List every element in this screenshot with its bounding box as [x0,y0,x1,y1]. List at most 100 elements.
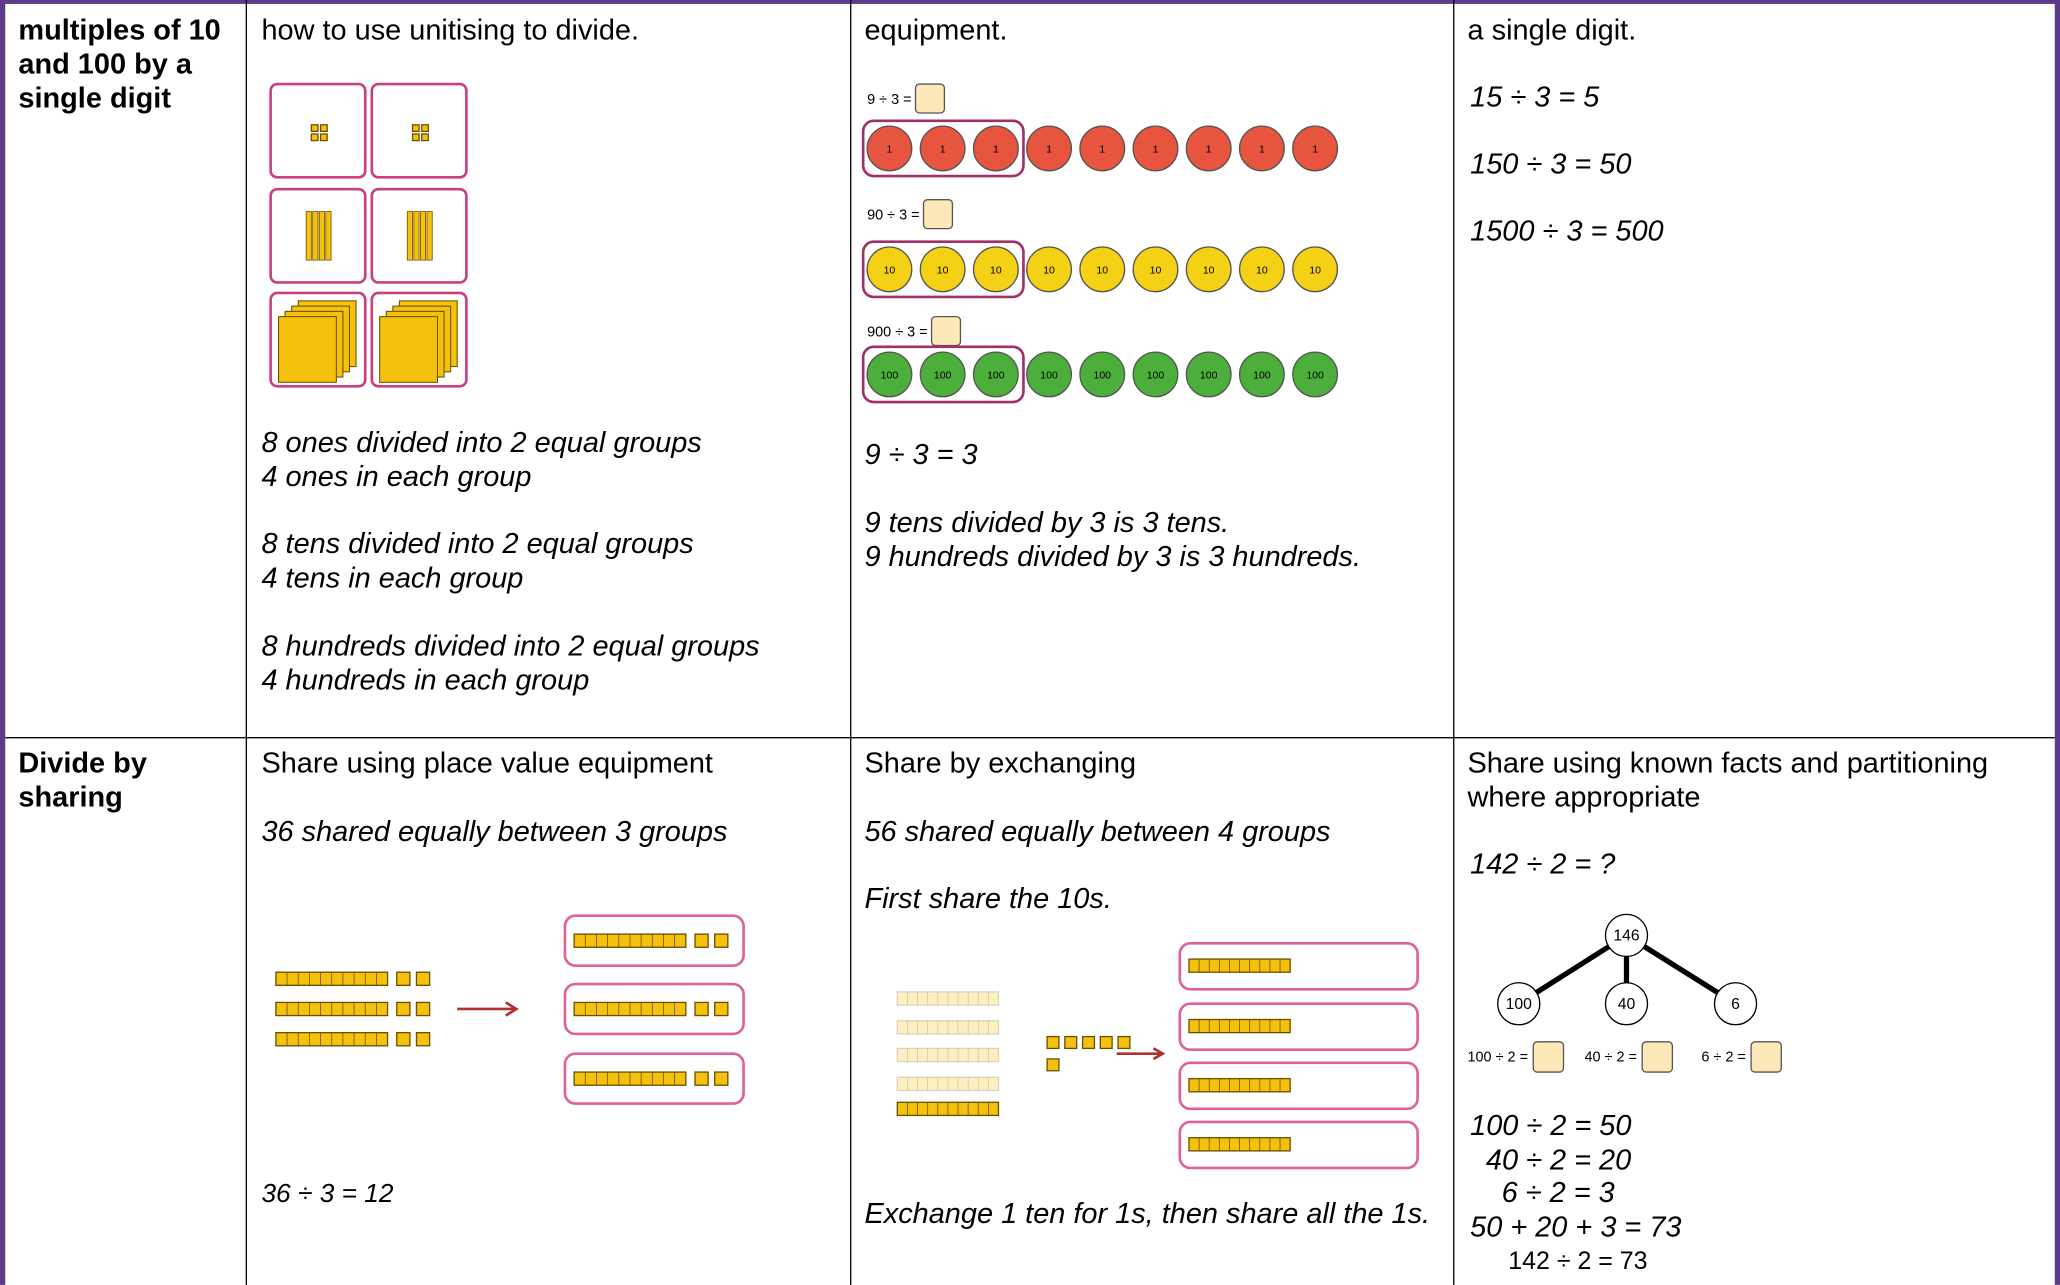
counter [919,246,966,293]
counter-label: 10 [884,264,896,276]
tree-node [1604,913,1649,958]
ones-cube [694,1071,709,1086]
counter [866,246,913,293]
ones-cube [411,133,420,142]
cell-title: Share using place value equipment [261,746,713,780]
ones-cube [421,133,429,142]
cell-subtitle: 36 shared equally between 3 groups [261,814,728,848]
counter-label: 100 [1040,369,1058,381]
counter [1026,351,1073,398]
counter-label: 10 [1043,264,1055,276]
hundreds-flat [379,316,439,383]
counter [972,246,1019,293]
counter [1132,351,1179,398]
counter-label: 10 [1309,264,1321,276]
question: 142 ÷ 2 = ? [1470,847,1616,881]
working: 6 ÷ 2 = 3 [1501,1175,1615,1209]
counter-label: 1 [1099,143,1105,155]
note: Exchange 1 ten for 1s, then share all th… [864,1196,1431,1230]
counter-label: 1 [993,143,999,155]
counter-label: 10 [990,264,1002,276]
ones-cube [396,1031,411,1047]
ones-cube [421,124,429,133]
working: 50 + 20 + 3 = 73 [1470,1210,1682,1243]
answer-box [914,83,946,114]
note: 9 tens divided by 3 is 3 tens. [864,505,1230,539]
counter-label: 1 [1312,143,1318,155]
equation: 9 ÷ 3 = [867,92,911,108]
tens-rod [896,1020,1000,1035]
tens-rod [305,211,312,261]
counter-label: 1 [940,143,946,155]
box-equation: 6 ÷ 2 = [1701,1050,1745,1066]
counter [1185,246,1232,293]
border [0,0,6,1285]
border [0,0,2060,4]
counter-label: 100 [881,369,899,381]
counter [1185,351,1232,398]
note: 9 hundreds divided by 3 is 3 hundreds. [864,539,1361,573]
tens-rod [406,211,413,261]
counter [1132,125,1179,172]
arrow-head [1152,1047,1166,1061]
counter [866,351,913,398]
counter [1238,125,1285,172]
ones-cube [694,1001,709,1017]
counter [1292,125,1339,172]
answer-box [1750,1041,1782,1073]
cell-title: Share using known facts and partitioning… [1467,746,1989,814]
counter [1292,246,1339,293]
ones-cube [415,971,431,987]
ones-cube [411,124,420,133]
ones-cube [396,1001,411,1017]
counter-label: 1 [887,143,893,155]
note: 8 hundreds divided into 2 equal groups [261,629,760,663]
box-equation: 100 ÷ 2 = [1468,1050,1529,1066]
frame [1178,1120,1419,1170]
frame [563,1052,745,1105]
counter-label: 100 [934,369,952,381]
working: 40 ÷ 2 = 20 [1485,1143,1632,1176]
note: 4 ones in each group [261,459,532,493]
column-line [245,0,247,1285]
tens-rod [312,211,319,261]
counter [1238,351,1285,398]
tens-rod [420,211,427,261]
ones-cube [1117,1035,1131,1050]
answer-box [1641,1041,1674,1073]
counter [1026,125,1073,172]
counter-label: 100 [1094,369,1112,381]
cell-subtitle: 56 shared equally between 4 groups [864,814,1331,848]
ones-cube [319,124,328,133]
note: 8 tens divided into 2 equal groups [261,526,694,560]
tens-rod [896,1076,1000,1092]
note: 4 tens in each group [261,560,524,594]
frame [563,982,745,1036]
frame [269,291,367,388]
ones-cube [1099,1035,1113,1050]
cell-text: equipment. [864,13,1008,46]
tens-rod [426,211,433,261]
tree-node [1713,982,1758,1026]
column-line [850,0,852,1285]
counter [1292,351,1339,398]
counter [866,125,913,172]
counter [1079,246,1126,293]
frame [563,914,745,967]
answer-box [1532,1041,1565,1073]
ones-cube [415,1001,431,1017]
counter-label: 100 [1147,369,1165,381]
counter [1026,246,1073,293]
ones-cube [310,124,319,133]
counter [972,125,1019,172]
row-heading: Divide by sharing [18,746,147,814]
ones-cube [714,1001,729,1017]
frame [370,187,468,284]
step: First share the 10s. [864,881,1112,915]
border [2054,0,2060,1285]
tree-node [1604,982,1649,1026]
row-heading: multiples of 10 and 100 by a single digi… [18,13,221,115]
counter [919,125,966,172]
